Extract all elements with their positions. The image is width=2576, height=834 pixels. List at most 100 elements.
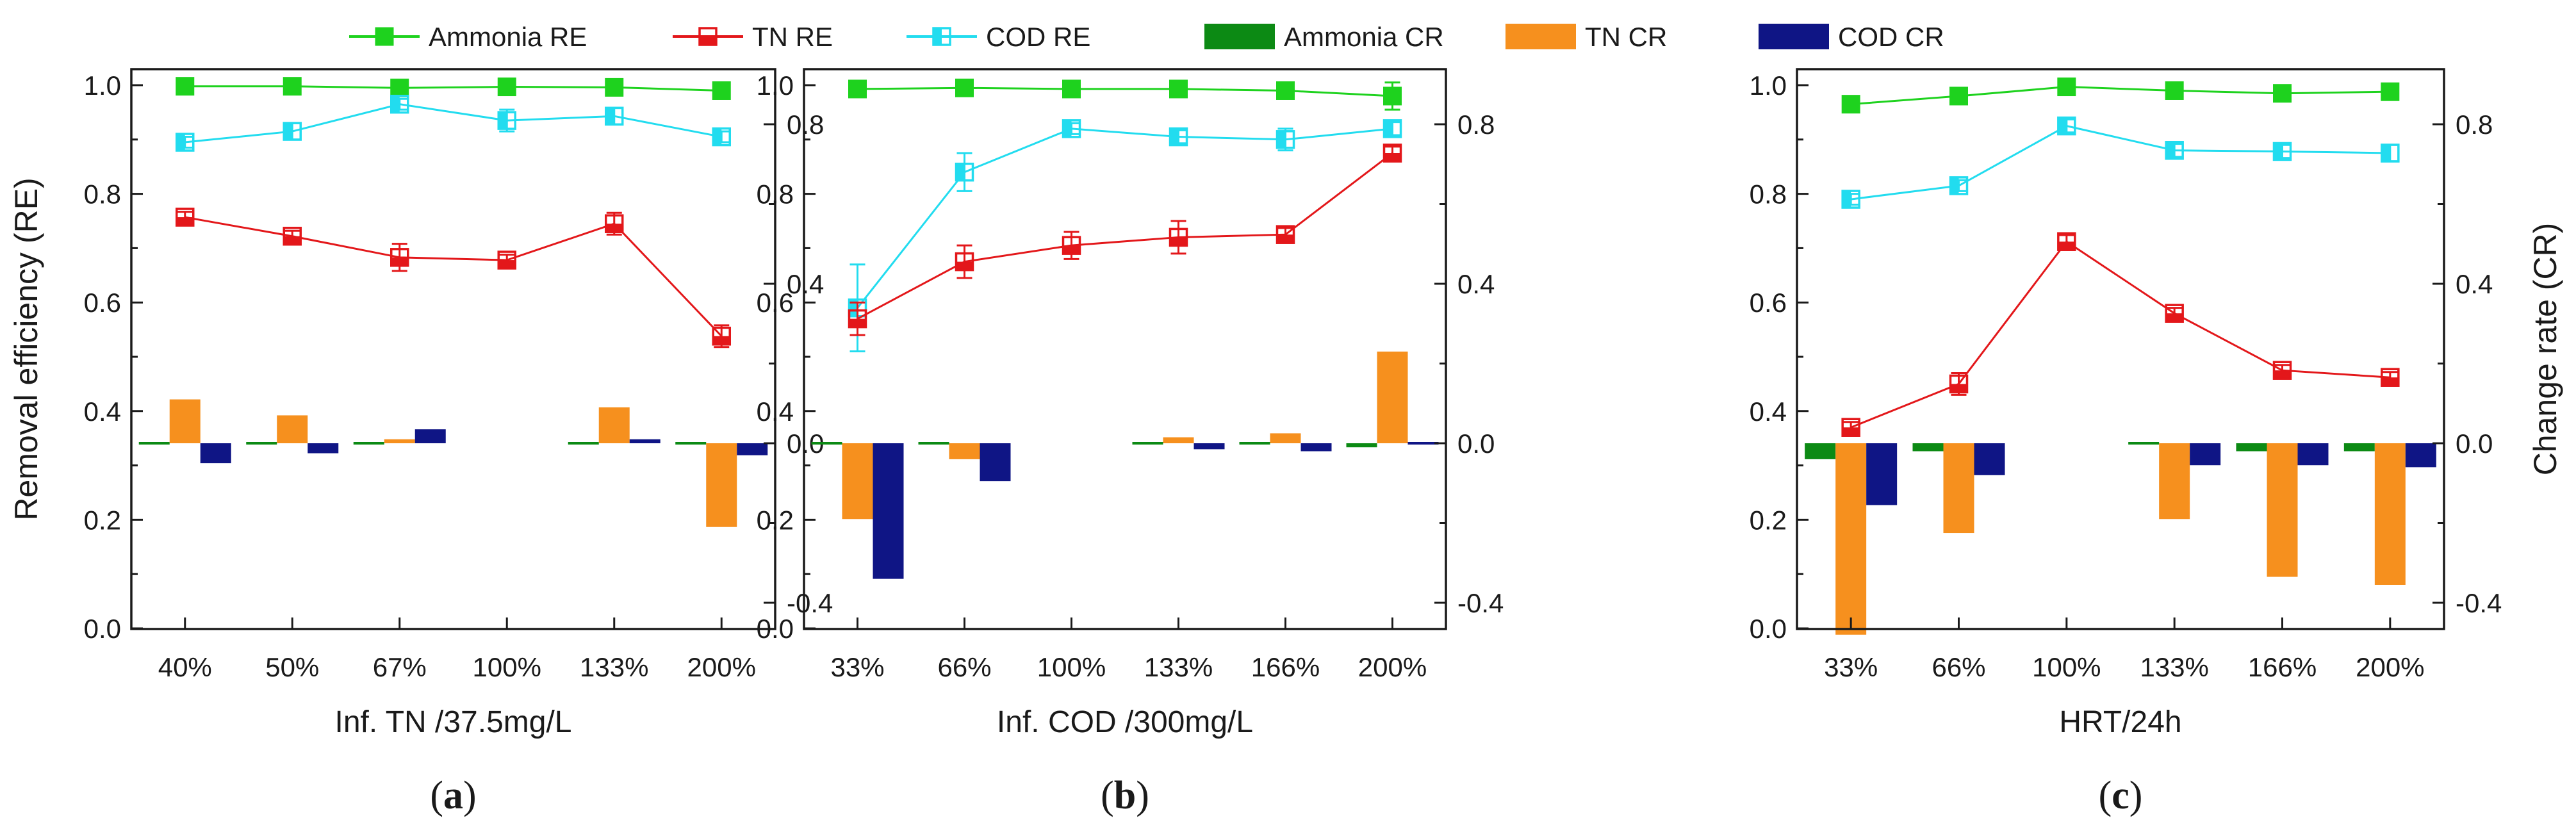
data-point [2057, 116, 2076, 136]
data-point [2165, 141, 2184, 160]
marker-half-fill [1842, 427, 1860, 436]
data-point [1383, 86, 1402, 106]
marker-outline [176, 133, 195, 152]
data-point [1276, 225, 1295, 244]
bar-tn-cr [598, 407, 630, 443]
marker-fill [605, 78, 624, 97]
marker-outline [1169, 227, 1188, 247]
marker-outline [955, 162, 974, 182]
data-point [1949, 86, 1968, 106]
y-tick-label: 0.4 [1750, 397, 1787, 427]
bar-ammonia-cr [1805, 443, 1836, 459]
bar-ammonia-cr [2236, 443, 2267, 452]
legend-marker [375, 27, 394, 46]
x-axis: 40% 50% 67% 100% 133% 200% [158, 617, 756, 682]
marker-outline [2165, 304, 2184, 323]
data-point [390, 248, 409, 267]
bar-tn-cr [1943, 443, 1974, 534]
y-tick-label: 0.4 [84, 397, 121, 427]
marker-half-fill [176, 217, 193, 226]
x-tick-label: 66% [1932, 652, 1985, 682]
data-point [176, 208, 195, 227]
marker-outline [2272, 361, 2292, 380]
y-axis-left: 0.0 0.2 0.4 0.6 0.8 1.0 [84, 70, 143, 644]
marker-fill [390, 78, 409, 97]
legend-item-tn-re: TN RE [673, 22, 833, 52]
bar-ammonia-cr [138, 442, 170, 445]
legend-label: TN CR [1585, 22, 1667, 52]
cr-bars [1805, 442, 2436, 635]
marker-half-fill [1170, 128, 1179, 145]
marker-outline [1062, 119, 1081, 138]
marker-outline [2057, 232, 2076, 251]
data-point [2272, 361, 2292, 380]
bar-cod-cr [2297, 443, 2329, 466]
data-point [1062, 79, 1081, 99]
y-tick-label: -0.4 [2456, 588, 2502, 618]
data-point [2381, 82, 2400, 101]
y-tick-label: 0.0 [1457, 429, 1495, 459]
x-tick-label: 100% [2032, 652, 2101, 682]
data-point [1062, 236, 1081, 255]
panel-label: (c) [2099, 774, 2143, 817]
marker-half-fill [2381, 145, 2390, 161]
data-point [497, 78, 516, 97]
marker-half-fill [849, 299, 858, 316]
marker-fill [848, 79, 867, 99]
marker-half-fill [605, 108, 614, 125]
marker-outline [1841, 418, 1860, 437]
marker-outline [932, 27, 951, 46]
legend-swatch [1759, 24, 1829, 49]
series-tn-re [176, 208, 731, 348]
series-line [1851, 86, 2390, 106]
data-point [1841, 95, 1860, 114]
data-point [605, 78, 624, 97]
y-tick-label: 0.4 [1457, 269, 1495, 299]
y-tick-label: 0.0 [2456, 429, 2493, 459]
series-cod-re [848, 119, 1402, 353]
marker-half-fill [849, 318, 866, 327]
series-ammonia-re [848, 78, 1402, 111]
bar-tn-cr [384, 439, 415, 443]
x-tick-label: 133% [1144, 652, 1213, 682]
marker-half-fill [2381, 377, 2399, 386]
marker-outline [497, 250, 516, 270]
legend-label: Ammonia RE [429, 22, 587, 52]
data-point [2273, 84, 2292, 103]
legend-swatch [1204, 24, 1275, 49]
marker-fill [497, 78, 516, 97]
legend-label: COD RE [986, 22, 1090, 52]
data-point [497, 250, 516, 270]
series-ammonia-re [1841, 78, 2400, 114]
marker-half-fill [1170, 237, 1187, 246]
marker-half-fill [176, 134, 185, 151]
marker-outline [1276, 130, 1295, 149]
marker-outline [955, 252, 974, 272]
data-point [2057, 78, 2076, 97]
panel-b: 0.00.20.40.60.81.0-0.40.00.40.833% 66% 100… [757, 68, 1504, 817]
series-line [1850, 125, 2390, 200]
y-tick-label: 1.0 [757, 70, 794, 101]
bar-tn-cr [842, 443, 873, 519]
marker-fill [1383, 86, 1402, 106]
x-tick-label: 33% [830, 652, 884, 682]
marker-outline [712, 327, 731, 346]
bar-cod-cr [1407, 442, 1439, 445]
bar-ammonia-cr [1346, 443, 1377, 448]
y-axis-left: 0.0 0.2 0.4 0.6 0.8 1.0 [1750, 70, 1809, 644]
x-tick-label: 67% [373, 652, 427, 682]
legend-item-cod-re: COD RE [907, 22, 1090, 52]
data-point [1169, 127, 1188, 147]
y-axis-left: 0.0 0.2 0.4 0.6 0.8 1.0 [757, 70, 816, 644]
data-point [390, 94, 409, 114]
legend-swatch [1505, 24, 1576, 49]
marker-half-fill [933, 28, 942, 45]
y-tick-label: 0.2 [84, 505, 121, 535]
marker-half-fill [498, 260, 516, 269]
bar-ammonia-cr [2343, 443, 2375, 452]
x-tick-label: 33% [1824, 652, 1878, 682]
y-tick-label: -0.4 [1457, 588, 1504, 618]
bar-tn-cr [1163, 437, 1194, 443]
marker-half-fill [1384, 120, 1393, 137]
